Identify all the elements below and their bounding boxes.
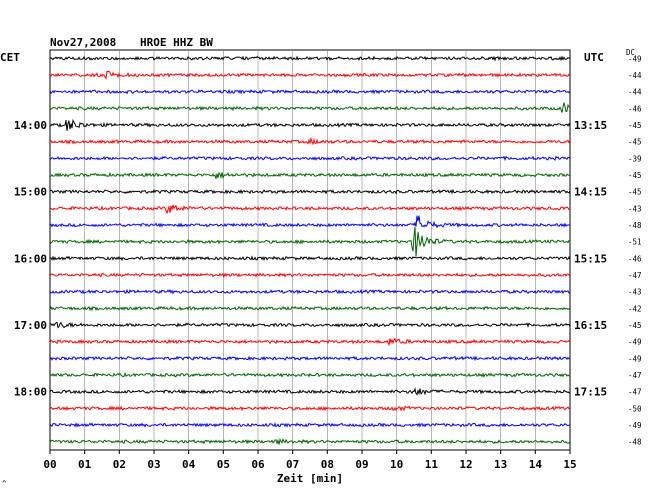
trace-7 [49,171,571,180]
dc-offset-label: -46 [628,104,642,113]
trace-9 [49,204,571,215]
dc-offset-label: -39 [628,154,642,163]
dc-offset-label: -51 [628,238,642,247]
left-time-labels: 14:00 15:00 16:00 17:00 18:00 [14,119,47,399]
trace-20 [49,387,571,396]
dc-offset-label: -49 [628,54,642,63]
recording-date: Nov27,2008 [50,36,116,49]
dc-offset-label: -49 [628,354,642,363]
x-tick-label-12: 12 [459,458,472,471]
trace-16 [49,321,571,329]
trace-4 [49,118,571,131]
trace-19 [49,371,571,378]
right-time-labels: 13:15 14:15 15:15 16:15 17:15 [574,119,607,399]
trace-21 [49,405,571,412]
x-tick-label-10: 10 [390,458,403,471]
trace-6 [49,155,571,162]
trace-3 [49,102,571,113]
right-time-label: 13:15 [574,119,607,132]
x-axis-label: Zeit [min] [277,472,343,485]
dc-offset-label: -47 [628,271,642,280]
dc-offset-label: -46 [628,254,642,263]
trace-8 [49,188,571,195]
dc-offset-label: -43 [628,204,642,213]
right-time-label: 16:15 [574,319,607,332]
left-time-label: 14:00 [14,119,47,132]
dc-offset-label: -45 [628,138,642,147]
x-tick-label-07: 07 [286,458,299,471]
plot-frame [49,49,571,451]
x-tick-label-02: 02 [113,458,126,471]
left-timezone-label: CET [0,51,20,64]
dc-offset-label: -50 [628,404,642,413]
x-tick-label-04: 04 [182,458,196,471]
dc-offset-label: -43 [628,288,642,297]
dc-offset-label: -45 [628,121,642,130]
trace-15 [49,305,571,312]
left-time-label: 17:00 [14,319,47,332]
trace-11 [49,226,571,257]
trace-22 [49,422,571,428]
right-time-label: 14:15 [574,186,607,199]
x-tick-label-11: 11 [425,458,439,471]
dc-offset-label: -44 [628,88,642,97]
minute-gridlines [84,50,536,450]
x-tick-label-09: 09 [355,458,368,471]
dc-offset-label: -47 [628,388,642,397]
x-tick-label-00: 00 [43,458,56,471]
dc-offset-label: -45 [628,171,642,180]
dc-offset-label: -45 [628,321,642,330]
dc-offset-label: -49 [628,338,642,347]
x-tick-label-15: 15 [563,458,576,471]
x-axis-ticks: 00 01 02 03 04 05 06 07 08 09 10 11 12 13 14 15 [43,450,577,471]
trace-10 [49,215,571,229]
trace-23 [49,437,571,445]
dc-offset-header: DC [626,48,635,57]
dc-offset-labels: -49 -44 -44 -46 -45 -45 -39 -45 -45 -43 -48 -51 -46 -… [628,54,642,446]
seismic-traces [49,55,571,445]
trace-1 [49,70,571,80]
left-time-label: 16:00 [14,252,47,265]
right-timezone-label: UTC [584,51,604,64]
x-tick-label-01: 01 [78,458,92,471]
right-time-label: 17:15 [574,386,607,399]
station-channel-label: HROE HHZ BW [140,36,213,49]
x-tick-label-06: 06 [251,458,265,471]
left-time-label: 15:00 [14,186,47,199]
dc-offset-label: -49 [628,421,642,430]
trace-5 [49,136,571,146]
dc-offset-label: -42 [628,304,642,313]
x-tick-label-14: 14 [529,458,543,471]
dc-offset-label: -48 [628,221,642,230]
x-tick-label-03: 03 [147,458,160,471]
trace-12 [49,255,571,262]
trace-18 [49,355,571,362]
trace-13 [49,272,571,278]
right-time-label: 15:15 [574,252,607,265]
dc-offset-label: -47 [628,371,642,380]
trace-2 [49,88,571,95]
dc-offset-label: -44 [628,71,642,80]
trace-17 [49,337,571,346]
x-tick-label-08: 08 [321,458,334,471]
x-tick-label-13: 13 [494,458,507,471]
corner-mark: ^ [2,479,7,488]
x-tick-label-05: 05 [217,458,230,471]
trace-0 [49,55,570,62]
trace-14 [49,288,571,295]
dc-offset-label: -48 [628,438,642,447]
left-time-label: 18:00 [14,386,47,399]
dc-offset-label: -45 [628,188,642,197]
